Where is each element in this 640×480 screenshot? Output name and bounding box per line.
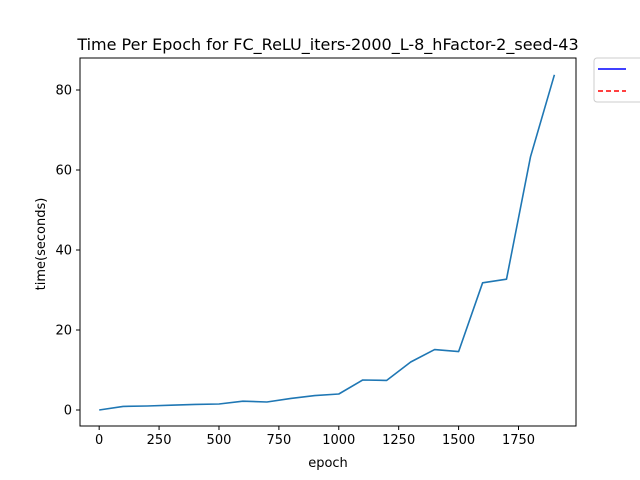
- legend-box: [593, 57, 640, 103]
- x-tick-label: 1000: [322, 433, 355, 448]
- plot-frame: [79, 57, 577, 427]
- data-point: [146, 405, 148, 407]
- y-axis-ticks: 0 20 40 60 80: [55, 84, 80, 419]
- y-tick-label: 80: [55, 84, 72, 99]
- x-tick-label: 1750: [502, 433, 535, 448]
- data-point: [170, 404, 172, 406]
- data-point: [218, 403, 220, 405]
- x-tick-label: 1250: [382, 433, 415, 448]
- x-tick-label: 750: [266, 433, 291, 448]
- x-axis-label: epoch: [308, 456, 348, 471]
- plot-area: [79, 57, 577, 427]
- data-point: [338, 393, 340, 395]
- data-point: [314, 395, 316, 397]
- data-point: [98, 409, 100, 411]
- data-point: [553, 74, 555, 76]
- data-point: [434, 349, 436, 351]
- y-axis-label: time(seconds): [34, 198, 49, 291]
- x-axis-ticks: 0 250 500 750 1000 1250 1500 1750: [95, 426, 535, 448]
- data-point: [266, 401, 268, 403]
- data-point: [194, 403, 196, 405]
- x-tick-label: 1500: [442, 433, 475, 448]
- y-tick-label: 0: [64, 404, 72, 419]
- x-tick-label: 250: [147, 433, 172, 448]
- data-point: [529, 156, 531, 158]
- series-line-0: [99, 74, 556, 411]
- data-point: [410, 361, 412, 363]
- x-tick-label: 500: [207, 433, 232, 448]
- y-tick-label: 20: [55, 324, 72, 339]
- x-tick-label: 0: [95, 433, 103, 448]
- y-tick-label: 40: [55, 244, 72, 259]
- data-point: [242, 400, 244, 402]
- y-tick-label: 60: [55, 164, 72, 179]
- data-point: [122, 405, 124, 407]
- data-point: [506, 278, 508, 280]
- data-point: [458, 351, 460, 353]
- data-point: [362, 379, 364, 381]
- chart-title: Time Per Epoch for FC_ReLU_iters-2000_L-…: [76, 35, 578, 55]
- series-layer: [98, 74, 556, 411]
- data-point: [482, 282, 484, 284]
- data-point: [386, 379, 388, 381]
- legend: [593, 57, 640, 103]
- data-point: [290, 397, 292, 399]
